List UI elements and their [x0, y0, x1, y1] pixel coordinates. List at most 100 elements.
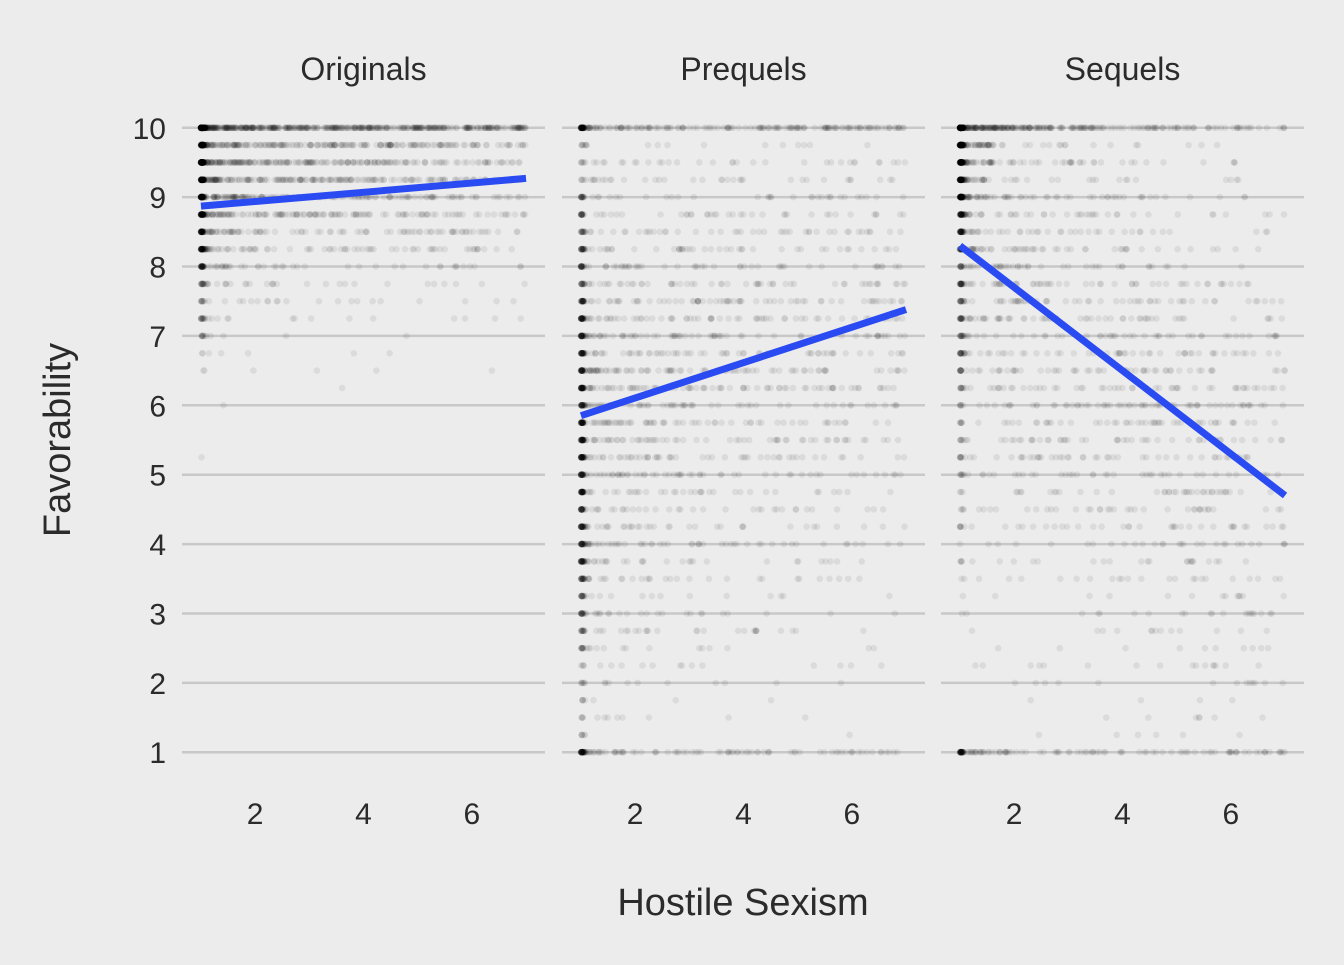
data-point [661, 263, 668, 270]
data-point [369, 298, 376, 305]
data-point [612, 419, 619, 426]
data-point [229, 229, 236, 236]
data-point [276, 159, 283, 166]
data-point [283, 333, 290, 340]
data-point [308, 315, 315, 322]
data-point [778, 628, 785, 635]
data-point [636, 229, 643, 236]
data-point [353, 125, 360, 132]
data-point [808, 211, 815, 218]
data-point [400, 125, 407, 132]
data-point [639, 125, 646, 132]
data-point [619, 576, 626, 583]
data-point [403, 194, 410, 201]
data-point [434, 125, 441, 132]
data-point [678, 402, 685, 409]
data-point [616, 610, 623, 617]
data-point [873, 194, 880, 201]
data-point [769, 541, 776, 548]
data-point [514, 229, 521, 236]
data-point [377, 298, 384, 305]
x-tick-label: 4 [735, 798, 752, 831]
data-point [722, 454, 729, 461]
data-point [620, 159, 627, 166]
data-point [781, 541, 788, 548]
data-point [638, 333, 645, 340]
data-point [737, 298, 744, 305]
data-point [511, 125, 518, 132]
data-point [711, 125, 718, 132]
data-point [767, 437, 774, 444]
data-point [669, 402, 676, 409]
data-point [485, 229, 492, 236]
data-point [882, 471, 889, 478]
data-point [830, 402, 837, 409]
data-point [863, 437, 870, 444]
data-point [616, 385, 623, 392]
data-point [821, 177, 828, 184]
data-point [793, 315, 800, 322]
data-point [453, 281, 460, 288]
data-point [804, 506, 811, 513]
data-point [748, 749, 755, 756]
data-point [879, 263, 886, 270]
data-point [476, 229, 483, 236]
data-point [630, 281, 637, 288]
data-point [521, 281, 528, 288]
data-point [876, 159, 883, 166]
data-point [431, 281, 438, 288]
data-point [602, 177, 609, 184]
data-point [336, 281, 343, 288]
data-point [696, 159, 703, 166]
data-point [314, 142, 321, 149]
data-point [739, 333, 746, 340]
facet-title: Sequels [1065, 51, 1181, 87]
data-point [794, 576, 801, 583]
data-point [578, 298, 585, 305]
data-point [453, 159, 460, 166]
data-point [663, 229, 670, 236]
data-point [713, 680, 720, 687]
data-point [599, 419, 606, 426]
data-point [900, 211, 907, 218]
data-point [815, 350, 822, 357]
data-point [841, 281, 848, 288]
data-point [739, 749, 746, 756]
data-point [854, 471, 861, 478]
data-point [225, 159, 232, 166]
data-point [839, 385, 846, 392]
data-point [1251, 419, 1258, 426]
data-point [764, 454, 771, 461]
data-point [892, 610, 899, 617]
data-point [813, 471, 820, 478]
data-point [763, 489, 770, 496]
data-point [784, 211, 791, 218]
data-point [882, 402, 889, 409]
data-point [898, 298, 905, 305]
data-point [643, 506, 650, 513]
data-point [291, 315, 298, 322]
data-point [386, 350, 393, 357]
data-point [1198, 523, 1205, 530]
data-point [620, 523, 627, 530]
data-point [726, 125, 733, 132]
data-point [857, 350, 864, 357]
data-point [762, 159, 769, 166]
data-point [730, 177, 737, 184]
data-point [717, 315, 724, 322]
data-point [732, 229, 739, 236]
data-point [767, 593, 774, 600]
data-point [198, 177, 205, 184]
data-point [874, 281, 881, 288]
data-point [885, 385, 892, 392]
data-point [838, 680, 845, 687]
data-point [663, 194, 670, 201]
data-point [199, 194, 206, 201]
data-point [795, 142, 802, 149]
data-point [754, 749, 761, 756]
data-point [725, 315, 732, 322]
data-point [680, 419, 687, 426]
data-point [306, 159, 313, 166]
data-point [773, 680, 780, 687]
